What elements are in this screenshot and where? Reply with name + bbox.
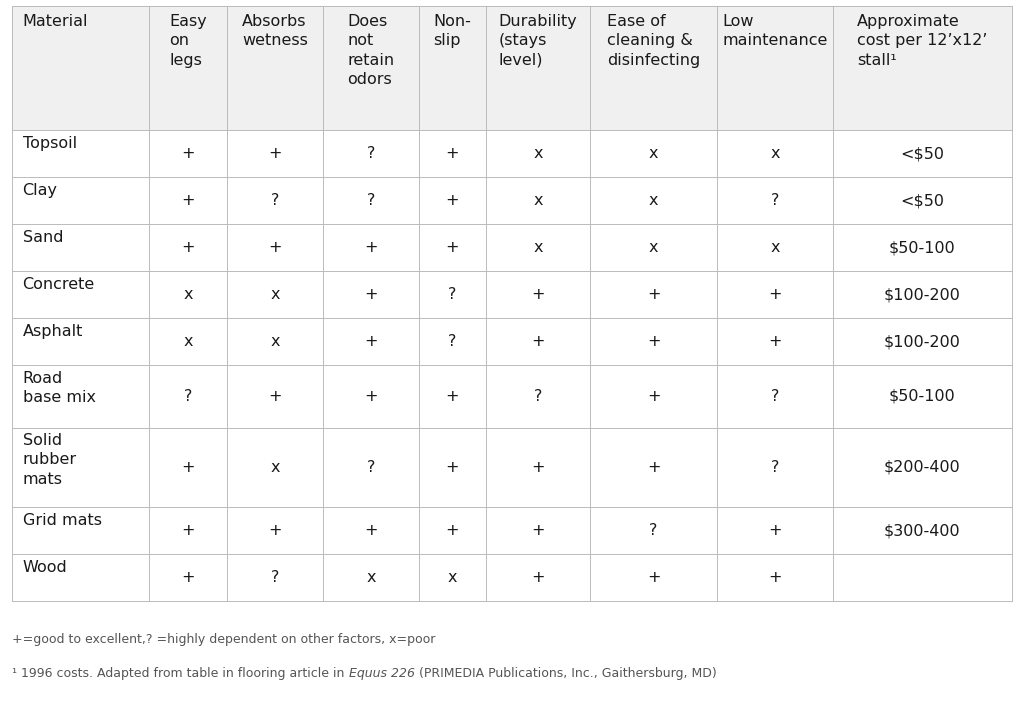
Text: x: x: [534, 240, 543, 255]
Text: +: +: [647, 389, 660, 404]
Text: +: +: [531, 287, 545, 302]
Text: +: +: [647, 460, 660, 475]
Bar: [12, 6, 1012, 130]
Text: x: x: [770, 240, 779, 255]
Text: +: +: [445, 460, 459, 475]
Text: $50-100: $50-100: [889, 240, 955, 255]
Text: +=good to excellent,? =highly dependent on other factors, x=poor: +=good to excellent,? =highly dependent …: [12, 633, 435, 646]
Text: +: +: [365, 334, 378, 349]
Text: <$50: <$50: [900, 146, 944, 161]
Text: Material: Material: [23, 14, 88, 29]
Text: +: +: [365, 287, 378, 302]
Text: +: +: [365, 523, 378, 538]
Text: Easy
on
legs: Easy on legs: [169, 14, 207, 68]
Text: ?: ?: [449, 334, 457, 349]
Text: +: +: [181, 570, 195, 585]
Text: +: +: [531, 570, 545, 585]
Text: Asphalt: Asphalt: [23, 324, 83, 339]
Text: x: x: [534, 146, 543, 161]
Text: +: +: [181, 523, 195, 538]
Text: Sand: Sand: [23, 230, 63, 245]
Text: x: x: [770, 146, 779, 161]
Text: x: x: [183, 287, 193, 302]
Text: +: +: [445, 193, 459, 208]
Text: x: x: [649, 240, 658, 255]
Text: +: +: [181, 460, 195, 475]
Text: +: +: [445, 523, 459, 538]
Text: +: +: [531, 334, 545, 349]
Text: ?: ?: [771, 460, 779, 475]
Text: +: +: [445, 240, 459, 255]
Text: x: x: [649, 146, 658, 161]
Text: +: +: [768, 334, 781, 349]
Text: Low
maintenance: Low maintenance: [722, 14, 827, 48]
Text: +: +: [531, 523, 545, 538]
Text: ?: ?: [367, 460, 375, 475]
Text: +: +: [647, 287, 660, 302]
Text: Topsoil: Topsoil: [23, 136, 77, 151]
Text: +: +: [365, 240, 378, 255]
Text: Absorbs
wetness: Absorbs wetness: [243, 14, 308, 48]
Text: x: x: [270, 334, 280, 349]
Text: +: +: [445, 389, 459, 404]
Text: +: +: [768, 523, 781, 538]
Text: Clay: Clay: [23, 183, 57, 198]
Text: $100-200: $100-200: [884, 334, 961, 349]
Text: +: +: [181, 240, 195, 255]
Text: ?: ?: [649, 523, 657, 538]
Text: +: +: [181, 193, 195, 208]
Text: $300-400: $300-400: [884, 523, 961, 538]
Text: $100-200: $100-200: [884, 287, 961, 302]
Text: Concrete: Concrete: [23, 277, 95, 292]
Text: +: +: [268, 389, 282, 404]
Text: +: +: [445, 146, 459, 161]
Text: x: x: [534, 193, 543, 208]
Text: ?: ?: [271, 193, 280, 208]
Text: +: +: [268, 240, 282, 255]
Text: ?: ?: [771, 193, 779, 208]
Text: Approximate
cost per 12’x12’
stall¹: Approximate cost per 12’x12’ stall¹: [857, 14, 987, 68]
Text: ?: ?: [367, 193, 375, 208]
Text: ?: ?: [183, 389, 193, 404]
Text: Equus 226: Equus 226: [348, 667, 415, 680]
Text: +: +: [647, 334, 660, 349]
Text: (PRIMEDIA Publications, Inc., Gaithersburg, MD): (PRIMEDIA Publications, Inc., Gaithersbu…: [415, 667, 717, 680]
Text: x: x: [447, 570, 458, 585]
Text: +: +: [365, 389, 378, 404]
Text: +: +: [768, 287, 781, 302]
Text: +: +: [531, 460, 545, 475]
Text: +: +: [181, 146, 195, 161]
Text: ?: ?: [534, 389, 542, 404]
Text: +: +: [268, 146, 282, 161]
Text: +: +: [768, 570, 781, 585]
Text: +: +: [647, 570, 660, 585]
Text: ¹ 1996 costs. Adapted from table in flooring article in: ¹ 1996 costs. Adapted from table in floo…: [12, 667, 348, 680]
Text: Non-
slip: Non- slip: [433, 14, 471, 48]
Text: x: x: [367, 570, 376, 585]
Text: ?: ?: [771, 389, 779, 404]
Text: Grid mats: Grid mats: [23, 513, 101, 528]
Text: x: x: [270, 287, 280, 302]
Text: $50-100: $50-100: [889, 389, 955, 404]
Text: Durability
(stays
level): Durability (stays level): [499, 14, 578, 68]
Text: Ease of
cleaning &
disinfecting: Ease of cleaning & disinfecting: [607, 14, 700, 68]
Text: x: x: [649, 193, 658, 208]
Text: Wood: Wood: [23, 560, 68, 575]
Text: ?: ?: [271, 570, 280, 585]
Text: Does
not
retain
odors: Does not retain odors: [347, 14, 394, 87]
Text: Road
base mix: Road base mix: [23, 371, 95, 405]
Text: $200-400: $200-400: [884, 460, 961, 475]
Text: Solid
rubber
mats: Solid rubber mats: [23, 434, 77, 486]
Text: <$50: <$50: [900, 193, 944, 208]
Text: +: +: [268, 523, 282, 538]
Text: ?: ?: [449, 287, 457, 302]
Text: ?: ?: [367, 146, 375, 161]
Text: x: x: [270, 460, 280, 475]
Text: x: x: [183, 334, 193, 349]
